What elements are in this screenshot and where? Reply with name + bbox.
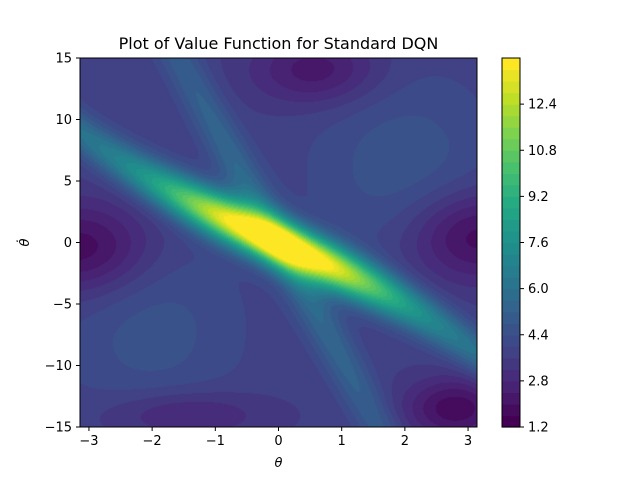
colorbar-tick-label: 6.0 (528, 282, 549, 297)
colorbar-band (502, 184, 520, 197)
colorbar-band (502, 323, 520, 336)
colorbar-band (502, 277, 520, 290)
x-tick-label: 3 (464, 434, 472, 449)
colorbar-band (502, 58, 520, 71)
colorbar-tick-label: 12.4 (528, 98, 557, 113)
colorbar-band (502, 357, 520, 370)
colorbar-band (502, 300, 520, 313)
x-tick-label: 2 (401, 434, 409, 449)
colorbar-band (502, 161, 520, 174)
contour-heatmap (80, 58, 477, 427)
colorbar-band (502, 230, 520, 244)
colorbar-tick-label: 9.2 (528, 190, 549, 205)
colorbar-band (502, 380, 520, 394)
colorbar-band (502, 242, 520, 255)
colorbar-band (502, 138, 520, 151)
colorbar-tick-label: 10.8 (528, 144, 557, 159)
x-tick-label: −2 (143, 434, 162, 449)
colorbar-band (502, 392, 520, 405)
contour-plot-area (80, 58, 477, 427)
y-tick-label: −15 (45, 421, 72, 436)
x-axis-label: θ (275, 456, 283, 471)
colorbar-tick-label: 2.8 (528, 374, 549, 389)
colorbar-band (502, 150, 520, 163)
colorbar-band (502, 81, 520, 94)
colorbar-band (502, 92, 520, 105)
colorbar: 1.2 2.8 4.4 6.0 7.6 9.2 10.8 12.4 (501, 57, 557, 436)
colorbar-band (502, 127, 520, 140)
colorbar-band (502, 415, 520, 428)
colorbar-band (502, 369, 520, 382)
colorbar-band (502, 196, 520, 209)
colorbar-band (502, 265, 520, 278)
y-tick-label: 10 (55, 113, 72, 128)
colorbar-band (502, 254, 520, 267)
colorbar-tick-label: 1.2 (528, 421, 549, 436)
colorbar-band (502, 311, 520, 324)
chart-title: Plot of Value Function for Standard DQN (119, 34, 439, 53)
colorbar-band (502, 403, 520, 417)
y-tick-label: −5 (53, 298, 72, 313)
colorbar-band (502, 207, 520, 221)
colorbar-band (502, 69, 520, 82)
x-tick-label: −3 (79, 434, 98, 449)
x-tick-label: 1 (338, 434, 346, 449)
colorbar-band (502, 346, 520, 359)
colorbar-band (502, 288, 520, 301)
y-tick-label: 15 (55, 52, 72, 67)
colorbar-tick-label: 7.6 (528, 236, 549, 251)
colorbar-ticks: 1.2 2.8 4.4 6.0 7.6 9.2 10.8 12.4 (520, 98, 557, 436)
y-axis: −15 −10 −5 0 5 10 15 (45, 52, 80, 436)
x-tick-label: −1 (206, 434, 225, 449)
y-tick-label: 0 (64, 236, 72, 251)
colorbar-band (502, 115, 520, 128)
colorbar-band (502, 173, 520, 186)
y-axis-label: θ̇ (17, 238, 33, 246)
colorbar-band (502, 104, 520, 117)
colorbar-band (502, 334, 520, 347)
colorbar-tick-label: 4.4 (528, 328, 549, 343)
x-axis: −3 −2 −1 0 1 2 3 (79, 427, 472, 449)
colorbar-bands (502, 58, 520, 428)
y-tick-label: −10 (45, 359, 72, 374)
y-tick-label: 5 (64, 175, 72, 190)
x-tick-label: 0 (274, 434, 282, 449)
colorbar-band (502, 219, 520, 232)
